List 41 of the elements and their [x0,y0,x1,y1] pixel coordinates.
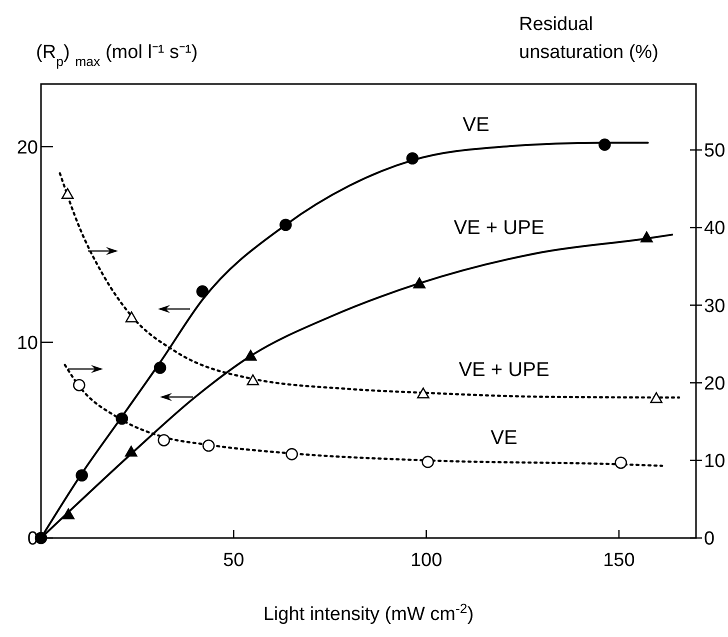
annotation: VE + UPE [458,359,550,381]
point [614,456,628,469]
x-tick-label: 50 [223,550,244,571]
point [422,456,434,468]
x-tick-label: 150 [603,550,635,571]
point [280,218,292,232]
point [598,138,611,151]
point [246,374,260,386]
y2-tick-label: 0 [704,528,715,550]
point [158,434,170,446]
point [202,440,215,452]
y2-tick-label: 40 [704,218,726,240]
y2-tick-label: 20 [704,373,726,394]
point [61,188,74,199]
y2-tick-label: 50 [704,140,726,162]
y-tick-label: 10 [16,332,38,354]
annotation: VE [490,427,518,449]
point [116,412,128,425]
x-tick-label: 100 [410,550,442,571]
point [154,362,166,374]
point [196,285,209,298]
point [640,231,653,242]
point [244,350,257,361]
point [286,448,298,460]
y-axis-title: (R$_{p}$) $_{max}$ (mol l⁻¹ s⁻¹) [36,42,198,68]
point [125,446,138,457]
y2-tick-label: 10 [704,451,726,472]
y2-tick-label: 30 [704,296,726,317]
annotation: VE [462,114,490,136]
point [406,152,419,164]
y-tick-label: 20 [16,137,38,158]
point [413,277,426,288]
point [417,388,430,398]
point [62,508,75,520]
point [76,469,88,482]
point [650,392,662,404]
y2-axis-title: Residual unsaturation (%) [519,14,658,63]
point [72,378,86,392]
annotation: VE + UPE [454,217,544,239]
x-axis-title: Light intensity (mW cm$^{-2}$) [263,600,474,625]
point [125,311,138,322]
